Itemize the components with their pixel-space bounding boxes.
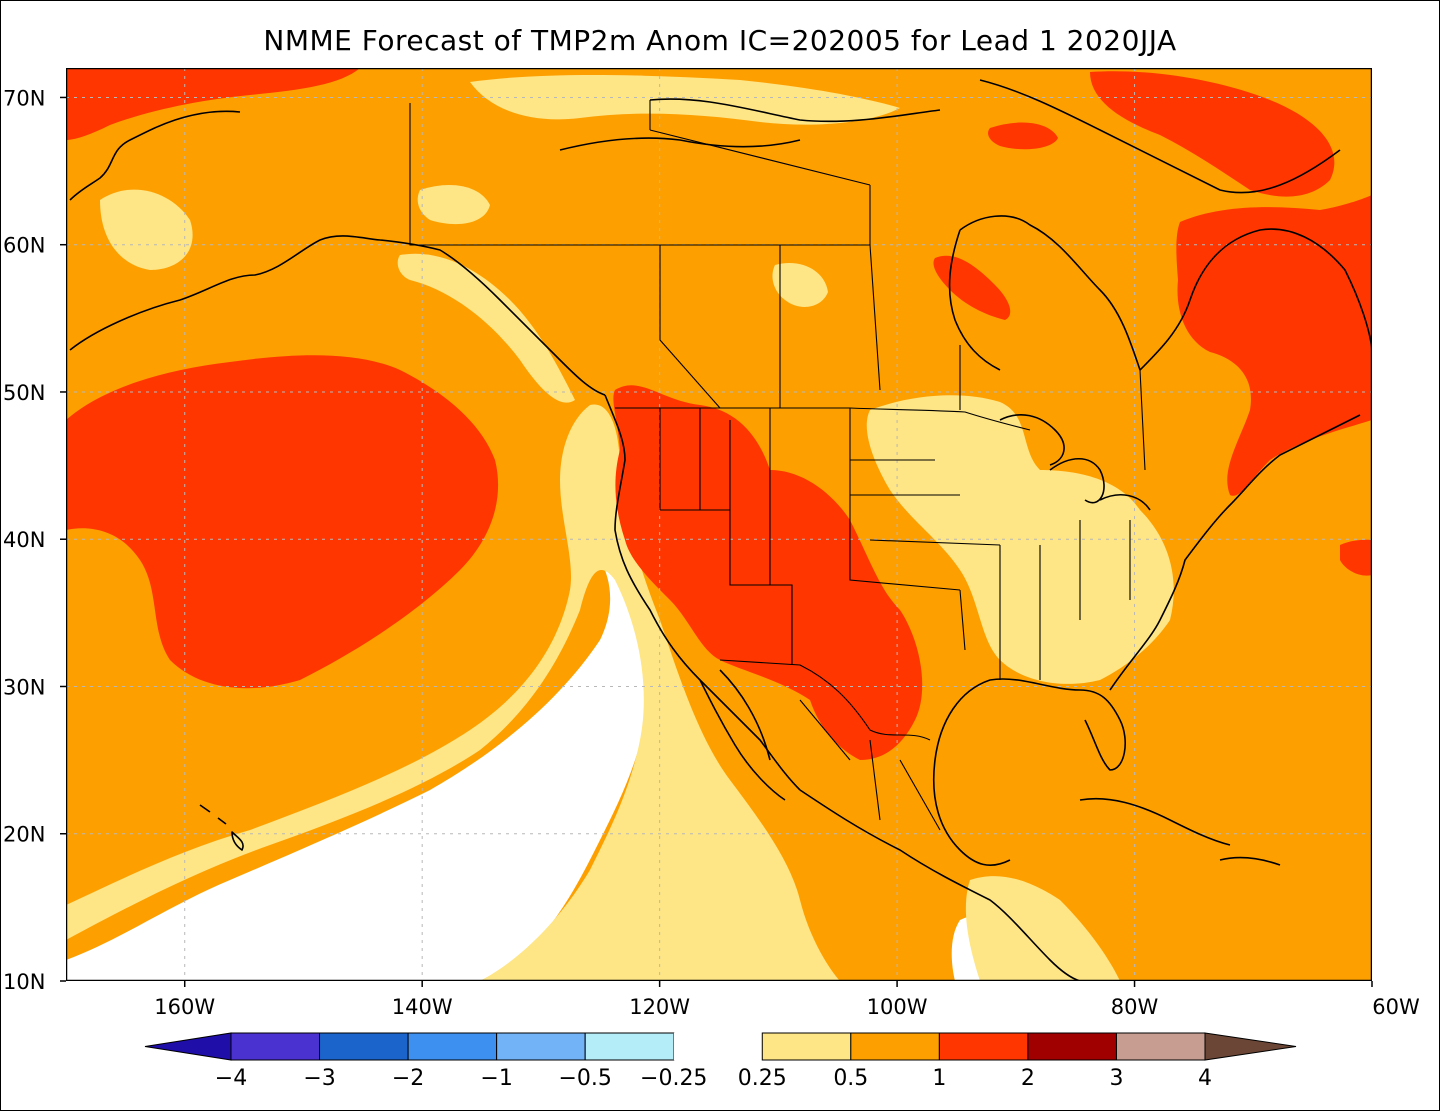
colorbar-swatch <box>673 1033 763 1060</box>
lon-tick-label: 80W <box>1111 995 1159 1019</box>
anomaly-0.25-0.5-yukon <box>417 185 490 225</box>
anomaly-near-zero-pacific <box>66 560 653 981</box>
colorbar-swatch <box>407 1032 498 1061</box>
mexico-pacific-coast <box>799 789 1081 981</box>
anomaly-0.25-0.5-alaska <box>100 189 193 270</box>
cuba <box>1079 797 1231 846</box>
lon-tick-label: 100W <box>867 995 928 1019</box>
hudson-bay-coast <box>948 215 1141 371</box>
longitude-labels: 160W 140W 120W 100W 80W 60W <box>154 981 1420 1019</box>
baja-california <box>699 669 786 801</box>
mexico-states <box>799 699 941 831</box>
labrador-coast <box>1139 228 1372 371</box>
lat-lon-grid <box>66 68 1372 981</box>
colorbar-swatch <box>1027 1032 1117 1061</box>
colorbar-above-max-triangle <box>1204 1032 1297 1061</box>
lat-tick-label: 10N <box>3 970 45 994</box>
colorbar-swatch <box>584 1032 675 1061</box>
us-mexico-border <box>719 659 931 741</box>
coastlines <box>69 79 1372 981</box>
colorbar-label: 4 <box>1198 1066 1212 1091</box>
colorbar-label: 3 <box>1109 1066 1123 1091</box>
colorbar-label: −0.5 <box>558 1066 611 1091</box>
anomaly-0.25-0.5-pacific-band <box>66 404 840 981</box>
political-borders <box>409 100 1146 831</box>
anomaly-0.25-0.5-prairie <box>772 263 828 307</box>
canada-us-border <box>615 407 1031 431</box>
lon-tick-label: 60W <box>1372 995 1420 1019</box>
anomaly-1-2-arctic-canada <box>1090 71 1335 197</box>
anomaly-1-2-atlantic <box>1340 539 1372 576</box>
colorbar-label: 1 <box>932 1066 946 1091</box>
colorbar-label: 0.25 <box>738 1066 787 1091</box>
colorbar-swatch <box>850 1032 940 1061</box>
colorbar-below-min-triangle <box>144 1032 232 1061</box>
colorbar-label: 0.5 <box>833 1066 868 1091</box>
arctic-islands <box>559 79 1341 194</box>
colorbar-swatch <box>761 1032 852 1061</box>
hawaii <box>199 804 244 851</box>
map-plot-area <box>66 68 1372 981</box>
canadian-provinces <box>440 100 1146 471</box>
lon-tick-label: 160W <box>154 995 215 1019</box>
latitude-labels: 70N 60N 50N 40N 30N 20N 10N <box>3 86 66 994</box>
pacific-coast-north-america <box>604 394 801 791</box>
colorbar-label: −3 <box>303 1066 335 1091</box>
us-states <box>659 408 1131 680</box>
colorbar-label: −1 <box>480 1066 512 1091</box>
anomaly-1-2-western-us <box>613 385 923 760</box>
anomaly-0.25-0.5-gulf-of-alaska <box>397 253 575 403</box>
lat-tick-label: 40N <box>3 528 45 552</box>
colorbar-swatch <box>319 1032 409 1061</box>
lon-tick-label: 120W <box>629 995 690 1019</box>
anomaly-1-2-pacific <box>66 355 499 689</box>
lon-tick-label: 140W <box>392 995 453 1019</box>
hispaniola <box>1219 856 1281 866</box>
anomaly-1-2-baffin <box>988 122 1058 150</box>
anomaly-0.25-0.5-central-america <box>965 876 1120 981</box>
lat-tick-label: 50N <box>3 381 45 405</box>
gulf-coast <box>932 678 1126 866</box>
alaska-canada-border <box>409 103 440 246</box>
great-lakes <box>999 414 1151 511</box>
alaska-coastline <box>69 110 606 396</box>
colorbar-label: 2 <box>1021 1066 1035 1091</box>
anomaly-1-2-labrador <box>1176 195 1372 496</box>
colorbar-label: −2 <box>392 1066 424 1091</box>
lat-tick-label: 70N <box>3 86 45 110</box>
colorbar-swatch <box>496 1032 586 1061</box>
colorbar: −4 −3 −2 −1 −0.5 −0.25 0.25 0.5 1 2 3 4 <box>144 1032 1297 1091</box>
atlantic-coast <box>1109 414 1361 691</box>
lat-tick-label: 60N <box>3 234 45 258</box>
colorbar-label: −0.25 <box>640 1066 707 1091</box>
anomaly-1-2-hudson-bay <box>933 255 1011 320</box>
lat-tick-label: 20N <box>3 823 45 847</box>
colorbar-swatch <box>1115 1032 1206 1061</box>
colorbar-swatch <box>938 1032 1029 1061</box>
colorbar-swatch <box>230 1032 321 1061</box>
colorbar-label: −4 <box>215 1066 247 1091</box>
anomaly-1-2-northwest-arctic <box>66 68 360 140</box>
lat-tick-label: 30N <box>3 675 45 699</box>
map-title: NMME Forecast of TMP2m Anom IC=202005 fo… <box>263 24 1177 57</box>
